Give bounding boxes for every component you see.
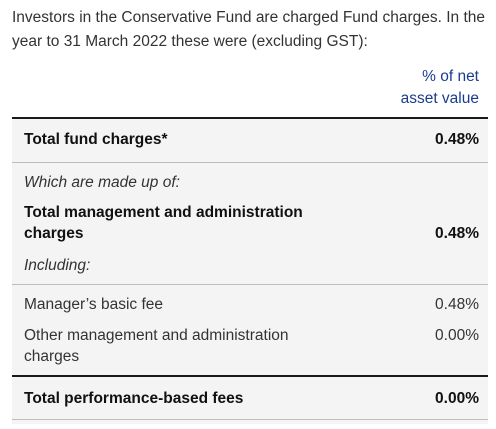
total-performance-fees-label: Total performance-based fees: [24, 390, 244, 407]
other-management-charges-label-line2: charges: [24, 348, 80, 365]
total-management-charges-label-line2: charges: [24, 225, 84, 242]
total-performance-fees-value: 0.00%: [435, 390, 479, 407]
managers-basic-fee-value: 0.48%: [435, 296, 479, 313]
column-header-line2: asset value: [400, 90, 479, 107]
total-management-charges-value: 0.48%: [435, 225, 479, 242]
managers-basic-fee-label: Manager’s basic fee: [24, 296, 164, 313]
divider-after-total: [12, 162, 488, 163]
table-top-rule: [12, 117, 488, 119]
other-management-charges-label: Other management and administration char…: [24, 325, 289, 367]
total-management-charges-label: Total management and administration char…: [24, 202, 303, 244]
other-management-charges-label-line1: Other management and administration: [24, 327, 289, 344]
total-management-charges-label-line1: Total management and administration: [24, 204, 303, 221]
table-background: [12, 118, 488, 424]
including-label: Including:: [24, 257, 91, 274]
column-header-line1: % of net: [422, 68, 479, 85]
divider-before-performance: [12, 375, 488, 377]
total-fund-charges-label: Total fund charges*: [24, 131, 168, 148]
divider-after-management: [12, 284, 488, 285]
table-bottom-rule: [12, 419, 488, 420]
made-up-of-label: Which are made up of:: [24, 174, 180, 191]
intro-paragraph: Investors in the Conservative Fund are c…: [12, 9, 486, 50]
other-management-charges-value: 0.00%: [435, 327, 479, 344]
column-header: % of net asset value: [401, 66, 479, 110]
total-fund-charges-value: 0.48%: [435, 131, 479, 148]
